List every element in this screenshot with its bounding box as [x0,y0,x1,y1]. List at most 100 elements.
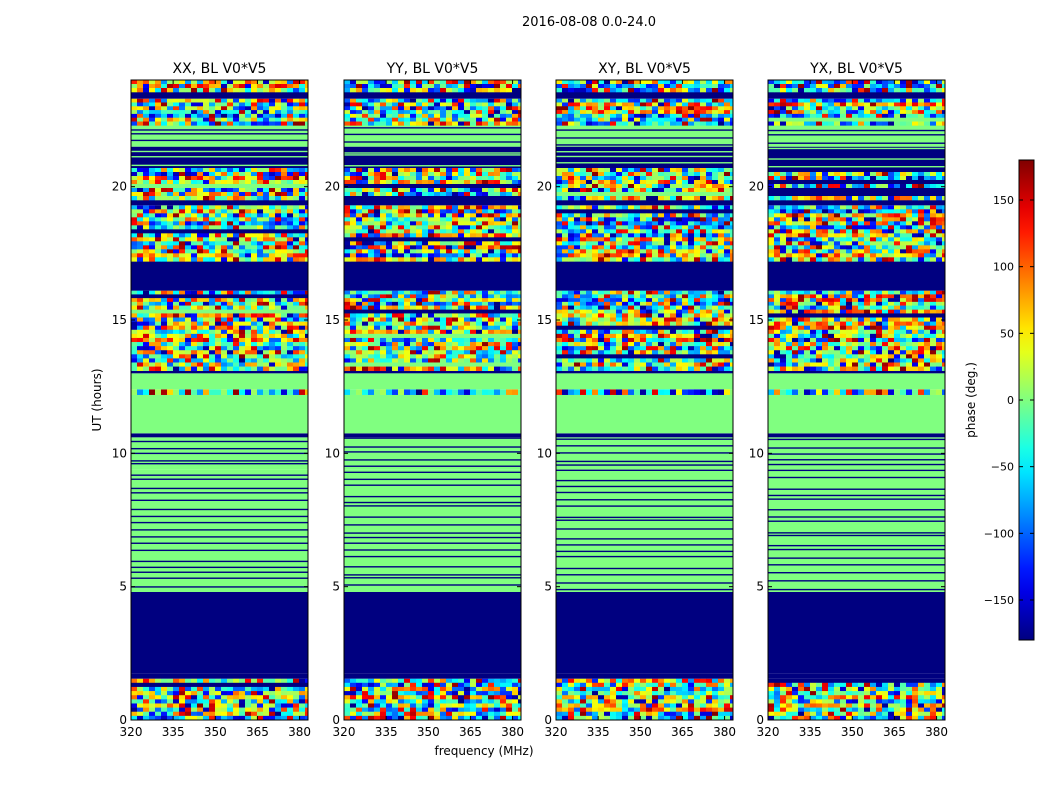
heatmap-cell [494,695,501,700]
heatmap-cell [179,342,186,347]
heatmap-cell [374,229,381,234]
heatmap-cell [718,678,725,684]
heatmap-cell [215,237,222,242]
heatmap-cell [670,257,677,262]
heatmap-cell [281,209,288,214]
heatmap-cell [404,321,411,326]
heatmap-cell [634,290,641,295]
heatmap-cell [428,686,435,692]
heatmap-cell [580,366,587,371]
heatmap-cell [670,233,677,238]
heatmap-cell [464,188,471,193]
heatmap-cell [628,389,635,395]
heatmap-cell [592,309,599,314]
heatmap-cell [562,682,569,688]
heatmap-cell [362,695,369,700]
heatmap-cell [356,113,363,119]
heatmap-cell [161,257,168,262]
heatmap-cell [350,257,357,262]
heatmap-cell [362,301,369,306]
heatmap-cell [422,229,429,234]
heatmap-cell [652,233,659,238]
heatmap-line [556,582,733,584]
heatmap-cell [494,229,501,234]
heatmap-cell [610,317,617,322]
heatmap-cell [580,321,587,326]
heatmap-cell [568,711,575,717]
heatmap-cell [452,350,459,355]
heatmap-cell [494,192,501,197]
heatmap-cell [233,290,240,295]
heatmap-cell [245,172,252,177]
heatmap-cell [634,298,641,303]
heatmap-cell [131,209,138,214]
heatmap-cell [694,257,701,262]
heatmap-cell [215,317,222,322]
heatmap-cell [658,176,665,181]
heatmap-cell [155,346,162,351]
heatmap-cell [628,176,635,181]
heatmap-cell [470,209,477,214]
heatmap-cell [374,686,381,692]
heatmap-cell [227,205,234,210]
heatmap-cell [500,691,507,696]
heatmap-line [131,492,308,494]
heatmap-cell [362,106,369,111]
heatmap-cell [362,342,369,347]
heatmap-cell [500,84,507,89]
heatmap-cell [688,346,695,351]
heatmap-cell [404,84,411,89]
heatmap-cell [658,237,665,242]
heatmap-cell [161,362,168,367]
heatmap-cell [610,321,617,326]
heatmap-cell [221,325,228,331]
heatmap-cell [580,257,587,262]
heatmap-cell [209,389,216,395]
heatmap-line [556,567,733,570]
heatmap-cell [143,342,150,347]
heatmap-cell [386,342,393,347]
heatmap-cell [362,84,369,89]
heatmap-cell [506,225,513,230]
heatmap-cell [293,113,300,119]
heatmap-cell [239,192,246,197]
heatmap-cell [446,192,453,197]
heatmap-cell [434,245,441,250]
heatmap-cell [203,715,210,721]
heatmap-cell [434,389,441,395]
heatmap-cell [173,237,180,242]
heatmap-cell [209,196,216,201]
heatmap-cell [616,711,623,717]
heatmap-cell [398,88,405,93]
heatmap-cell [281,317,288,322]
heatmap-cell [700,245,707,250]
heatmap-cell [562,678,569,684]
heatmap-cell [556,294,563,299]
heatmap-cell [634,233,641,238]
heatmap-cell [470,176,477,181]
heatmap-cell [494,305,501,310]
heatmap-band [344,469,521,584]
heatmap-cell [392,711,399,717]
heatmap-cell [470,121,477,126]
heatmap-cell [482,229,489,234]
heatmap-cell [287,695,294,700]
heatmap-cell [263,290,270,295]
heatmap-cell [155,188,162,193]
heatmap-cell [428,329,435,335]
heatmap-cell [155,362,162,367]
heatmap-band [131,370,308,374]
heatmap-cell [706,678,713,684]
heatmap-cell [694,290,701,295]
heatmap-cell [592,707,599,713]
heatmap-cell [362,350,369,355]
heatmap-cell [562,362,569,367]
heatmap-cell [368,84,375,89]
heatmap-cell [646,317,653,322]
heatmap-line [131,150,308,153]
heatmap-cell [628,358,635,363]
heatmap-cell [640,257,647,262]
heatmap-cell [464,121,471,126]
heatmap-cell [422,180,429,185]
